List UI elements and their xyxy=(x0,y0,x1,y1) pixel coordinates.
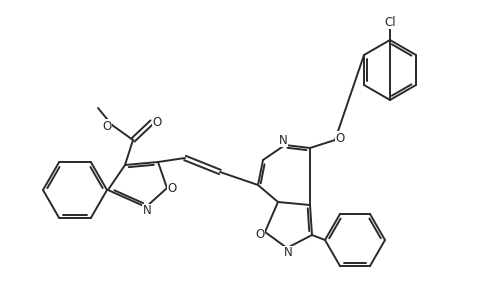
Text: O: O xyxy=(102,119,111,132)
Text: N: N xyxy=(283,247,292,260)
Text: N: N xyxy=(142,205,151,218)
Text: O: O xyxy=(167,182,176,195)
Text: O: O xyxy=(255,227,264,240)
Text: N: N xyxy=(278,134,287,147)
Text: O: O xyxy=(335,131,344,144)
Text: O: O xyxy=(152,116,161,129)
Text: Cl: Cl xyxy=(383,16,395,29)
